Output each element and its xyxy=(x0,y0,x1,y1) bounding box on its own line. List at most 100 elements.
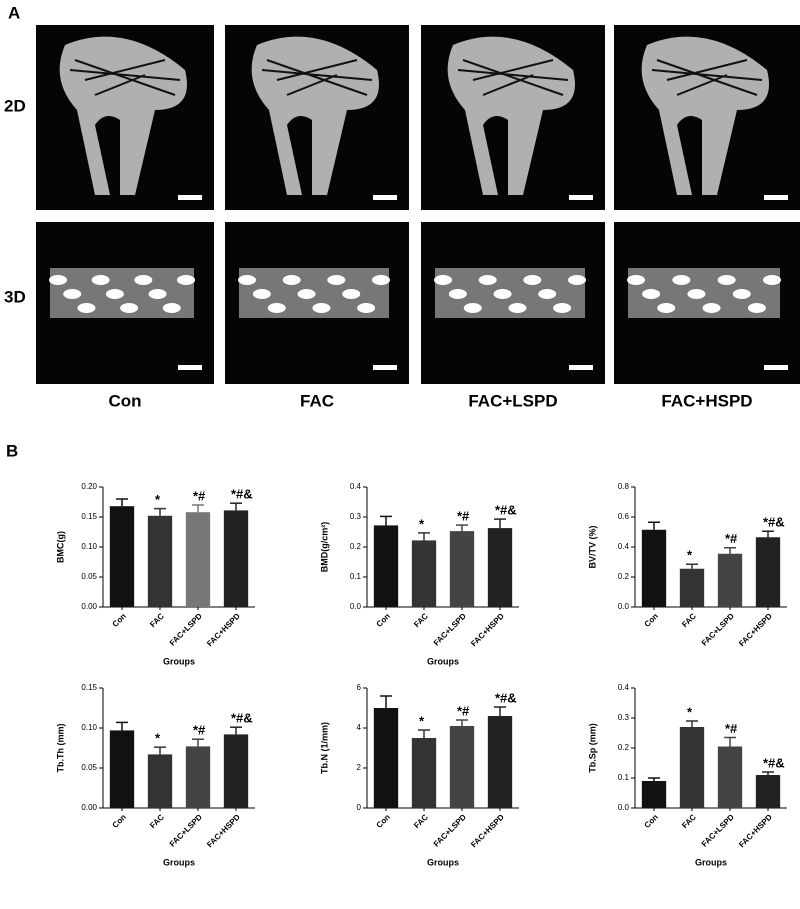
trabecula xyxy=(162,303,181,313)
y-tick-label: 4 xyxy=(357,723,362,732)
y-tick-label: 0.4 xyxy=(350,482,362,491)
trabecula xyxy=(538,289,557,299)
significance-mark: *#& xyxy=(231,711,253,726)
x-tick-label: FAC+LSPD xyxy=(168,611,204,647)
trabecula xyxy=(327,275,346,285)
trabecula xyxy=(568,275,586,285)
bar xyxy=(641,781,667,808)
y-tick-label: 0.10 xyxy=(81,542,97,551)
significance-mark: * xyxy=(687,548,693,563)
y-tick-label: 0.4 xyxy=(618,542,630,551)
bone-shape xyxy=(641,36,769,196)
trabecula xyxy=(763,275,781,285)
significance-mark: *#& xyxy=(763,755,785,770)
significance-mark: *# xyxy=(457,703,470,718)
x-tick-label: FAC+HSPD xyxy=(205,812,242,849)
trabecular-texture xyxy=(457,59,569,96)
significance-mark: * xyxy=(155,731,161,746)
x-tick-label: FAC+LSPD xyxy=(432,611,468,647)
scale-bar xyxy=(764,195,788,200)
bar xyxy=(717,746,743,808)
x-tick-label: Con xyxy=(375,812,392,829)
bar xyxy=(717,553,743,607)
y-tick-label: 0.20 xyxy=(81,482,97,491)
trabecula xyxy=(148,289,167,299)
y-tick-label: 0.8 xyxy=(618,482,630,491)
trabecula xyxy=(134,275,153,285)
trabecula xyxy=(77,303,96,313)
row-label: 2D xyxy=(4,96,26,115)
trabecula xyxy=(297,289,316,299)
trabecular-texture xyxy=(261,59,373,96)
trabecula xyxy=(687,289,706,299)
trabecula xyxy=(238,275,256,285)
trabecula xyxy=(702,303,721,313)
y-tick-label: 0.0 xyxy=(350,602,362,611)
x-tick-label: Con xyxy=(643,812,660,829)
x-axis-label: Groups xyxy=(695,857,727,867)
x-tick-label: FAC+HSPD xyxy=(469,611,506,648)
y-tick-label: 6 xyxy=(357,683,362,692)
y-tick-label: 0.1 xyxy=(618,773,630,782)
x-tick-label: Con xyxy=(111,812,128,829)
trabecula xyxy=(747,303,766,313)
panel-label: B xyxy=(6,441,18,460)
y-tick-label: 0.3 xyxy=(618,713,630,722)
significance-mark: * xyxy=(419,516,425,531)
trabecular-texture xyxy=(651,59,763,96)
trabecula xyxy=(282,275,301,285)
bar xyxy=(147,515,173,607)
significance-mark: *#& xyxy=(231,487,253,502)
significance-mark: *# xyxy=(725,531,738,546)
row-label: 3D xyxy=(4,287,26,306)
y-tick-label: 0.2 xyxy=(350,542,362,551)
bar xyxy=(679,568,705,607)
x-tick-label: FAC+HSPD xyxy=(737,812,774,849)
trabecular-texture xyxy=(69,59,181,96)
x-tick-label: FAC+HSPD xyxy=(205,611,242,648)
y-tick-label: 0.00 xyxy=(81,602,97,611)
y-tick-label: 0.6 xyxy=(618,512,630,521)
trabecula xyxy=(312,303,331,313)
y-tick-label: 0.0 xyxy=(618,602,630,611)
bar xyxy=(223,510,249,607)
y-tick-label: 0.2 xyxy=(618,743,630,752)
y-tick-label: 0.0 xyxy=(618,803,630,812)
bar xyxy=(487,716,513,808)
x-tick-label: FAC+LSPD xyxy=(700,812,736,848)
y-tick-label: 0.05 xyxy=(81,763,97,772)
y-axis-label: BMC(g) xyxy=(55,531,65,563)
y-tick-label: 2 xyxy=(357,763,362,772)
trabecula xyxy=(91,275,110,285)
x-tick-label: FAC xyxy=(148,611,166,629)
scale-bar xyxy=(764,365,788,370)
significance-mark: *#& xyxy=(495,690,517,705)
y-tick-label: 0.1 xyxy=(350,572,362,581)
trabecula xyxy=(252,289,271,299)
x-tick-label: FAC+HSPD xyxy=(737,611,774,648)
bar xyxy=(411,738,437,808)
column-label: Con xyxy=(108,391,141,410)
y-tick-label: 0.3 xyxy=(350,512,362,521)
bone-shape xyxy=(251,36,379,196)
x-axis-label: Groups xyxy=(427,857,459,867)
trabecula xyxy=(177,275,195,285)
y-axis-label: Tb.Sp (mm) xyxy=(587,723,597,773)
y-tick-label: 0.15 xyxy=(81,512,97,521)
trabecula xyxy=(372,275,390,285)
y-tick-label: 0.2 xyxy=(618,572,630,581)
scale-bar xyxy=(373,365,397,370)
trabecula xyxy=(642,289,661,299)
trabecula xyxy=(120,303,139,313)
x-tick-label: FAC+LSPD xyxy=(432,812,468,848)
significance-mark: *# xyxy=(193,723,206,738)
trabecula xyxy=(478,275,497,285)
trabecula xyxy=(448,289,467,299)
bar xyxy=(679,727,705,808)
significance-mark: * xyxy=(419,713,425,728)
x-tick-label: Con xyxy=(111,611,128,628)
scale-bar xyxy=(178,365,202,370)
trabecula xyxy=(49,275,67,285)
bar xyxy=(109,730,135,808)
